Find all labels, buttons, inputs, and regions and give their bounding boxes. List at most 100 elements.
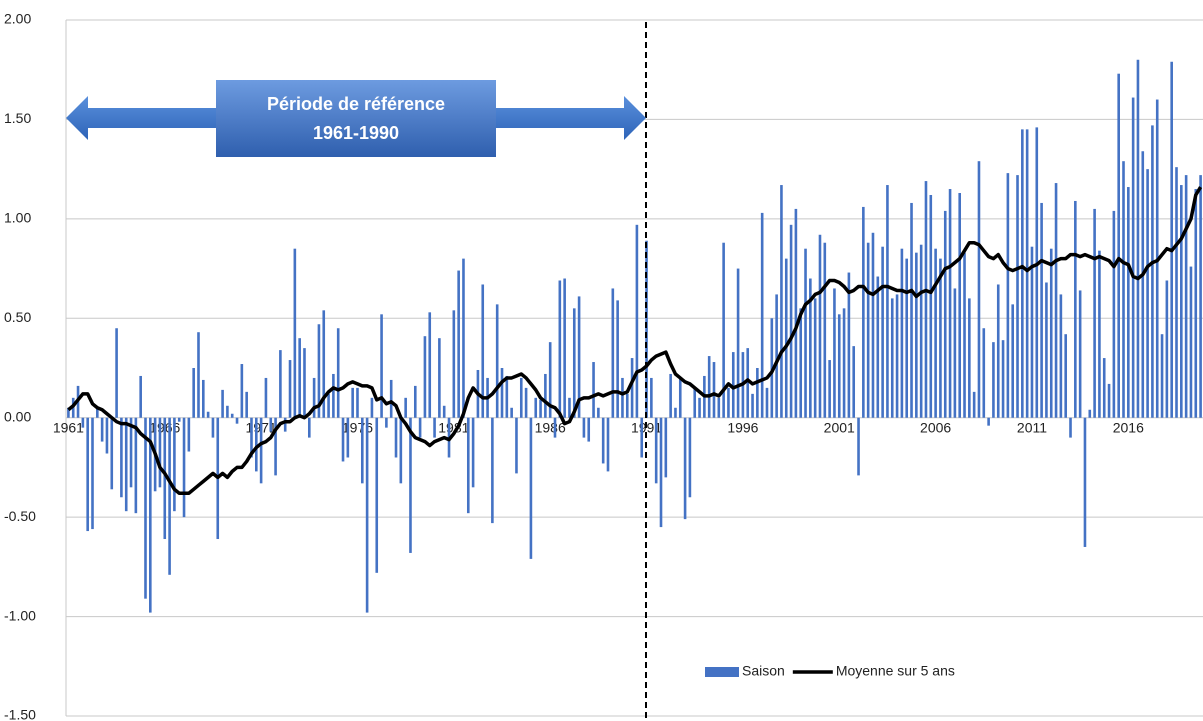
bar	[1180, 185, 1183, 418]
bar	[293, 248, 297, 418]
bar	[1011, 304, 1014, 418]
bar	[274, 417, 277, 476]
bar	[245, 391, 248, 418]
bar	[1112, 210, 1116, 418]
bar	[558, 280, 562, 418]
bar	[630, 358, 634, 418]
bar	[992, 342, 995, 418]
bar	[230, 413, 234, 418]
bar	[1146, 169, 1149, 418]
bar	[760, 212, 764, 418]
bar	[635, 224, 639, 418]
bar	[568, 397, 571, 418]
bar	[394, 417, 398, 458]
x-tick-label: 1996	[727, 419, 758, 435]
bar	[751, 393, 754, 418]
bar	[462, 258, 465, 418]
bar	[828, 360, 831, 418]
bar	[731, 352, 735, 418]
x-tick-label: 2011	[1017, 419, 1047, 435]
bar	[1165, 280, 1169, 418]
bar	[442, 405, 446, 418]
bar	[650, 377, 653, 418]
annotation-box	[216, 80, 496, 157]
bar	[1059, 294, 1063, 418]
bar	[953, 288, 957, 418]
bar	[553, 417, 557, 438]
bar	[722, 242, 725, 418]
bar	[1141, 151, 1145, 418]
bar	[298, 338, 301, 418]
y-tick-label: 2.00	[4, 11, 31, 27]
bar	[963, 252, 966, 418]
y-tick-label: 1.00	[4, 210, 31, 226]
bar	[924, 181, 928, 418]
bar	[380, 314, 383, 418]
bar	[919, 244, 923, 418]
bar	[1098, 250, 1101, 418]
bar	[592, 362, 595, 418]
bar	[674, 407, 677, 418]
bar	[399, 417, 403, 484]
annotation: 1961-1990	[313, 123, 399, 143]
bar	[958, 193, 962, 418]
bar	[813, 298, 817, 418]
bar	[149, 417, 152, 613]
y-tick-label: 1.50	[4, 110, 31, 126]
bar	[683, 417, 687, 520]
bar	[481, 284, 485, 418]
bar	[307, 417, 311, 438]
legend-label: Saison	[742, 663, 785, 679]
bar	[81, 417, 85, 428]
bar	[269, 417, 273, 432]
x-tick-label: 2006	[920, 419, 951, 435]
bar	[765, 387, 769, 418]
bar	[505, 375, 509, 418]
bar	[86, 417, 89, 532]
bar	[544, 373, 547, 418]
bar	[1045, 282, 1048, 418]
bar	[910, 202, 913, 418]
bar	[895, 294, 899, 418]
bar	[929, 194, 933, 418]
bars	[67, 59, 1202, 613]
bar	[192, 368, 195, 418]
bar	[611, 288, 615, 418]
bar	[1151, 125, 1154, 418]
bar	[336, 328, 340, 418]
bar	[409, 417, 412, 553]
bar	[67, 407, 70, 418]
bar	[491, 417, 494, 524]
bar	[288, 360, 292, 418]
bar	[385, 417, 388, 428]
bar	[866, 242, 870, 418]
bar	[389, 379, 393, 418]
bar	[616, 300, 619, 418]
bar	[1006, 173, 1010, 418]
line-series	[67, 186, 1203, 496]
bar	[1016, 175, 1019, 418]
bar	[717, 397, 721, 418]
bar	[664, 417, 668, 478]
bar	[327, 393, 330, 418]
bar	[115, 328, 118, 418]
bar	[226, 405, 229, 418]
bar	[240, 364, 244, 418]
bar	[134, 417, 138, 514]
y-tick-label: 0.50	[4, 309, 31, 325]
bar	[1083, 417, 1087, 547]
bar	[582, 417, 586, 438]
bar	[640, 417, 644, 458]
bar	[144, 417, 147, 599]
bar	[625, 393, 629, 418]
bar	[250, 417, 253, 458]
y-tick-label: -0.50	[4, 508, 36, 524]
bar	[519, 377, 523, 418]
bar	[177, 417, 181, 422]
legend: Saison Moyenne sur 5 ans	[705, 663, 955, 679]
bar	[303, 348, 306, 418]
bar	[529, 417, 533, 559]
bar	[438, 338, 441, 418]
bar	[1074, 200, 1077, 418]
bar	[1160, 334, 1164, 418]
